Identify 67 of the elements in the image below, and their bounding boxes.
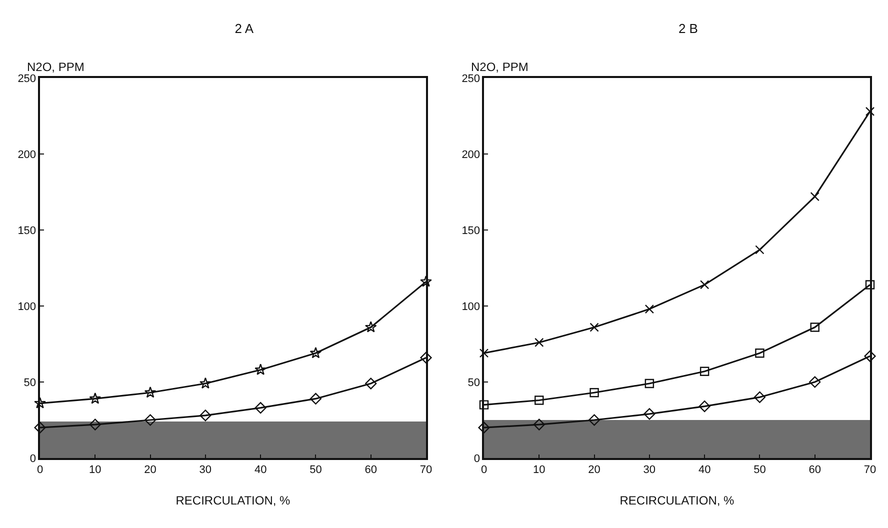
x-tick-label: 70 [420,464,432,476]
chart-title: 2 B [678,20,698,36]
y-tick-label: 250 [462,72,480,85]
point [364,321,377,332]
y-axis-title: N2O, PPM [471,60,528,74]
y-tick-label: 250 [18,72,36,85]
point [144,386,156,398]
x-tick-label: 70 [864,464,876,476]
y-tick-label: 100 [462,300,480,313]
y-tick-label: 0 [474,452,480,465]
y-tick-label: 200 [18,148,36,161]
y-tick-label: 150 [18,224,36,237]
y-axis-title: N2O, PPM [27,60,84,74]
point [420,352,432,364]
point [365,378,377,390]
point [534,338,544,348]
point [534,396,544,405]
point [254,364,266,375]
point [755,348,764,358]
y-tick-label: 200 [462,148,480,161]
point [754,391,766,403]
point [644,408,656,420]
point [810,322,820,332]
point [310,392,322,405]
x-tick-label: 20 [588,464,600,476]
y-tick-label: 0 [30,452,36,465]
point [698,400,710,412]
point [644,304,654,314]
x-tick-label: 60 [808,464,821,476]
point [809,376,821,388]
point [89,418,101,430]
point [34,422,46,434]
point [144,414,156,426]
x-axis-title: RECIRCULATION, % [620,494,735,508]
x-tick-label: 40 [254,464,267,476]
x-tick-label: 30 [199,464,212,476]
y-tick-label: 50 [24,376,36,389]
point [644,378,654,388]
point [590,322,599,332]
point [34,397,46,408]
x-axis-title: RECIRCULATION, % [176,494,291,508]
point [864,350,876,362]
point [865,280,875,290]
point [700,366,710,376]
point [590,388,599,398]
point [478,422,490,434]
chart-title: 2 A [234,20,254,36]
x-tick-label: 60 [364,464,377,476]
point [420,275,432,287]
y-tick-label: 100 [18,300,36,313]
x-tick-label: 30 [643,464,656,476]
point [200,377,212,389]
x-tick-label: 10 [533,464,546,476]
x-tick-label: 10 [89,464,102,476]
point [479,400,489,410]
x-tick-label: 50 [310,464,322,476]
x-tick-label: 40 [698,464,711,476]
y-tick-label: 150 [462,224,480,237]
point [588,414,600,426]
point [254,402,266,414]
point [89,392,102,404]
point [200,410,212,422]
point [310,346,322,358]
y-tick-label: 50 [468,376,480,389]
x-tick-label: 20 [144,464,156,476]
point [533,418,545,430]
x-tick-label: 50 [754,464,766,476]
